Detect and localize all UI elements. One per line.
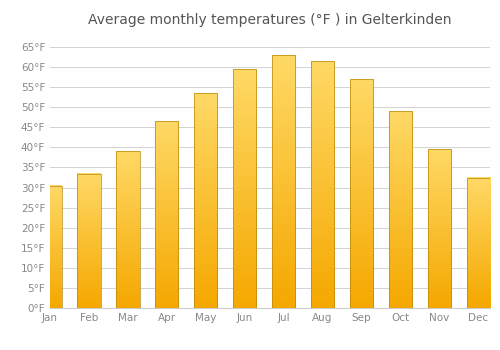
Bar (194, 93, 218, 308)
Title: Average monthly temperatures (°F ) in Gelterkinden: Average monthly temperatures (°F ) in Ge… (88, 13, 452, 27)
Bar (272, 55, 295, 308)
Bar (311, 61, 334, 308)
Bar (466, 177, 490, 308)
Bar (38, 186, 62, 308)
Bar (389, 111, 412, 308)
Bar (78, 174, 100, 308)
Bar (350, 79, 373, 308)
Bar (155, 121, 178, 308)
Bar (428, 149, 451, 308)
Bar (233, 69, 256, 308)
Bar (116, 152, 140, 308)
